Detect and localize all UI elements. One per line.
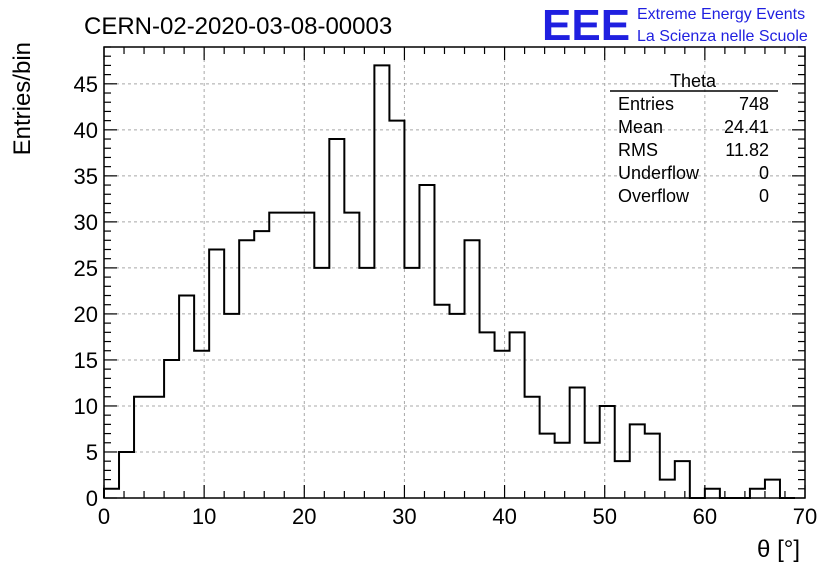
y-tick-label: 40 (74, 118, 98, 143)
axis-ticks (103, 46, 806, 499)
eee-logo-line2: La Scienza nelle Scuole (637, 28, 808, 45)
histogram-outline (103, 64, 795, 499)
y-tick-label: 30 (74, 210, 98, 235)
y-tick-label: 15 (74, 348, 98, 373)
y-tick-label: 35 (74, 164, 98, 189)
y-tick-label: 0 (86, 486, 98, 511)
y-axis-label: Entries/bin (9, 42, 36, 155)
eee-logo-letters: EEE (542, 1, 630, 50)
stats-row-value: 11.82 (725, 140, 769, 160)
chart-title: CERN-02-2020-03-08-00003 (84, 13, 392, 40)
x-tick-labels: 0 10 20 30 40 50 60 70 (98, 504, 817, 529)
eee-logo: EEE Extreme Energy Events La Scienza nel… (542, 1, 808, 50)
y-tick-label: 45 (74, 72, 98, 97)
stats-row-label: Mean (618, 117, 663, 137)
x-axis-label: θ [°] (757, 536, 800, 563)
x-tick-label: 40 (492, 504, 516, 529)
stats-box: Theta Entries 748 Mean 24.41 RMS 11.82 Underfl… (610, 71, 778, 206)
stats-row-value: 0 (759, 186, 769, 206)
stats-row-label: RMS (618, 140, 658, 160)
x-tick-label: 10 (192, 504, 216, 529)
y-tick-label: 5 (86, 440, 98, 465)
y-tick-label: 10 (74, 394, 98, 419)
x-tick-label: 60 (693, 504, 717, 529)
eee-logo-line1: Extreme Energy Events (637, 6, 805, 23)
stats-rows: Entries 748 Mean 24.41 RMS 11.82 Underflow 0 Ove… (618, 94, 769, 206)
y-tick-labels: 0 5 10 15 20 25 30 35 40 45 (74, 72, 98, 511)
x-tick-label: 20 (292, 504, 316, 529)
y-tick-label: 25 (74, 256, 98, 281)
stats-row-value: 0 (759, 163, 769, 183)
stats-row-label: Overflow (618, 186, 690, 206)
plot-frame (103, 46, 806, 499)
histogram-bars (103, 64, 795, 499)
stats-row-label: Entries (618, 94, 674, 114)
stats-row-value: 748 (739, 94, 769, 114)
stats-box-title: Theta (670, 71, 717, 91)
x-tick-label: 50 (592, 504, 616, 529)
x-tick-label: 0 (98, 504, 110, 529)
x-tick-label: 30 (392, 504, 416, 529)
stats-row-label: Underflow (618, 163, 700, 183)
stats-row-value: 24.41 (724, 117, 769, 137)
y-tick-label: 20 (74, 302, 98, 327)
x-tick-label: 70 (793, 504, 817, 529)
